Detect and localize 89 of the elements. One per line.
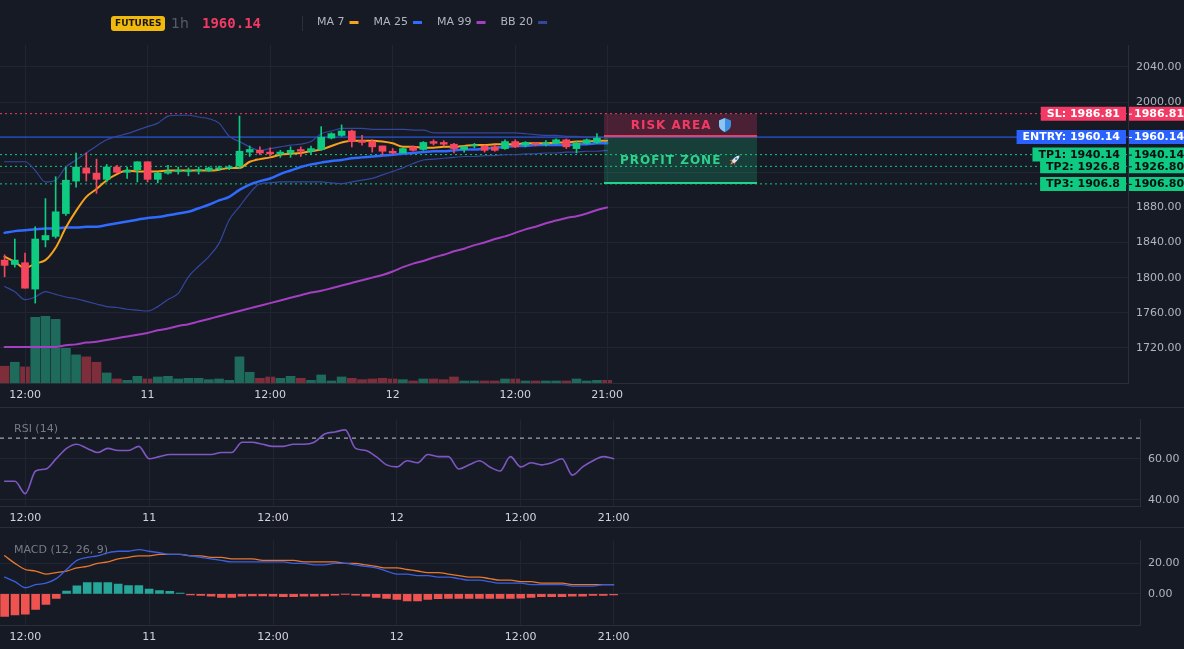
x-tick-label: 21:00 <box>597 630 630 644</box>
bar <box>0 365 10 383</box>
bar <box>103 582 113 594</box>
x-tick-label: 12:00 <box>9 388 41 402</box>
bar <box>9 361 20 383</box>
bar <box>0 594 9 617</box>
bar <box>418 378 429 383</box>
text: 1960.14 <box>1134 130 1184 144</box>
text: 1906.80 <box>1134 177 1184 191</box>
bar <box>101 372 112 383</box>
y-tick-label: 20.00 <box>1148 556 1180 570</box>
y-tick-label: 1760.00 <box>1136 305 1182 319</box>
x-tick-label: 11 <box>142 630 157 644</box>
x-tick-label: 12 <box>389 511 404 525</box>
bar <box>557 594 567 597</box>
bar <box>51 594 61 599</box>
text: 1h <box>171 15 189 31</box>
bar <box>72 585 82 594</box>
x-tick-label: 12:00 <box>9 630 42 644</box>
legend-label: MA 25 <box>373 15 409 29</box>
text: 1986.81 <box>1134 107 1184 120</box>
ref-line-label: ENTRY: 1960.14 <box>1022 130 1121 144</box>
ref-line-label: SL: 1986.81 <box>1046 107 1120 120</box>
y-tick-label: 60.00 <box>1148 451 1180 465</box>
y-tick-label: 1840.00 <box>1136 235 1182 249</box>
x-tick-label: 12:00 <box>257 511 289 525</box>
x-tick-label: 11 <box>140 388 155 402</box>
bar <box>62 590 71 594</box>
bar <box>41 594 51 605</box>
y-tick-label: 1720.00 <box>1136 340 1182 354</box>
x-tick-label: 12:00 <box>254 388 286 402</box>
text: FUTURES <box>111 16 166 31</box>
candlestick <box>174 166 183 175</box>
x-tick-label: 12:00 <box>504 511 537 525</box>
bar <box>206 594 216 597</box>
bar <box>20 366 30 383</box>
bar <box>602 379 612 383</box>
bar <box>295 377 306 383</box>
x-tick-label: 11 <box>142 511 157 525</box>
bar <box>398 379 408 383</box>
bar <box>433 594 443 600</box>
bar <box>495 594 505 599</box>
text: 1926.80 <box>1134 159 1184 173</box>
bar <box>237 594 247 597</box>
candlestick <box>439 140 448 147</box>
chart-title: RSI (14) <box>14 422 58 436</box>
y-tick-label: 2040.00 <box>1136 59 1182 73</box>
bar <box>112 378 122 383</box>
y-tick-label: 1880.00 <box>1136 200 1182 214</box>
text: PROFIT ZONE <box>619 153 722 168</box>
bar <box>144 588 154 594</box>
x-tick-label: 12:00 <box>504 630 537 644</box>
text: 1940.14 <box>1134 147 1184 161</box>
candlestick <box>552 138 560 145</box>
legend-label: MA 7 <box>317 15 345 29</box>
ref-line-label: TP1: 1940.14 <box>1038 147 1121 161</box>
x-tick-label: 12:00 <box>9 511 42 525</box>
text: 1960.14 <box>202 14 262 32</box>
ref-line-label: TP2: 1926.8 <box>1046 159 1121 173</box>
candlestick <box>358 135 366 146</box>
x-tick-label: 12 <box>389 630 404 644</box>
line-series <box>3 149 608 312</box>
bar <box>299 594 309 597</box>
bar <box>10 594 20 616</box>
bar <box>500 378 510 383</box>
text: RISK AREA <box>630 118 712 133</box>
x-tick-label: 12:00 <box>499 388 532 402</box>
bar <box>392 594 402 600</box>
x-tick-label: 21:00 <box>597 511 630 525</box>
legend-label: BB 20 <box>500 15 534 29</box>
chart-title: MACD (12, 26, 9) <box>14 543 109 557</box>
bar <box>464 594 474 599</box>
x-tick-label: 21:00 <box>591 388 623 402</box>
line-series <box>3 114 608 183</box>
candlestick <box>296 146 305 157</box>
bar <box>268 594 278 597</box>
y-tick-label: 1800.00 <box>1136 270 1182 284</box>
line-series <box>3 206 609 349</box>
y-tick-label: 0.00 <box>1148 586 1173 600</box>
candlestick <box>542 140 550 147</box>
y-tick-label: 40.00 <box>1148 492 1180 506</box>
bar <box>361 594 371 597</box>
x-tick-label: 12 <box>385 388 400 402</box>
bar <box>526 594 536 598</box>
ref-line-label: TP3: 1906.8 <box>1046 177 1121 191</box>
candlestick <box>582 138 591 145</box>
legend-label: MA 99 <box>437 15 472 29</box>
y-tick-label: 2000.00 <box>1136 94 1182 108</box>
x-tick-label: 12:00 <box>257 630 289 644</box>
